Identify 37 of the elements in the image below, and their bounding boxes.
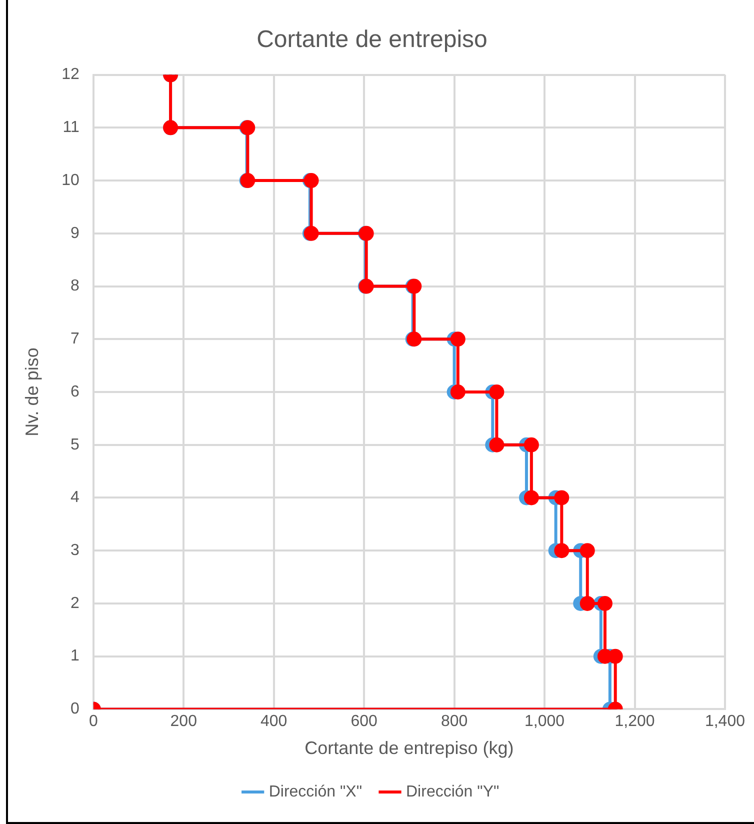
- point: [524, 490, 539, 506]
- y-tick-label: 10: [62, 172, 80, 189]
- x-tick-label: 400: [260, 713, 288, 730]
- y-tick-label: 4: [70, 489, 80, 506]
- y-tick-label: 12: [62, 66, 80, 84]
- x-tick-label: 600: [350, 713, 378, 730]
- point: [524, 437, 539, 452]
- point: [554, 490, 570, 506]
- chart-title: Cortante de entrepiso: [256, 26, 488, 54]
- y-tick-label: 5: [70, 436, 80, 454]
- x-tick-label: 1,200: [614, 713, 655, 730]
- x-tick-label: 1,400: [704, 713, 746, 730]
- x-tick-label: 200: [170, 713, 198, 730]
- y-tick-label: 3: [70, 542, 80, 560]
- point: [489, 384, 504, 400]
- point: [450, 332, 466, 347]
- y-tick-label: 2: [70, 594, 80, 612]
- y-tick-label: 11: [62, 119, 80, 136]
- point: [580, 543, 595, 558]
- y-axis-title: Nv. de piso: [22, 348, 42, 436]
- legend-label: Dirección "X": [268, 783, 362, 800]
- y-tick-label: 7: [70, 330, 80, 348]
- y-tick-label: 1: [70, 648, 80, 665]
- x-tick-label: 0: [88, 713, 98, 730]
- x-axis-title: Cortante de entrepiso (kg): [304, 738, 514, 758]
- y-tick-label: 6: [70, 383, 80, 400]
- x-tick-label: 800: [440, 713, 468, 730]
- point: [580, 596, 595, 611]
- point: [597, 596, 612, 611]
- y-tick-label: 0: [70, 700, 80, 718]
- y-tick-label: 9: [70, 224, 80, 242]
- y-tick-label: 8: [70, 278, 80, 295]
- point: [489, 437, 504, 452]
- x-tick-label: 1,000: [524, 713, 565, 730]
- point: [450, 384, 466, 400]
- point: [554, 543, 570, 558]
- legend-label: Dirección "Y": [406, 783, 500, 800]
